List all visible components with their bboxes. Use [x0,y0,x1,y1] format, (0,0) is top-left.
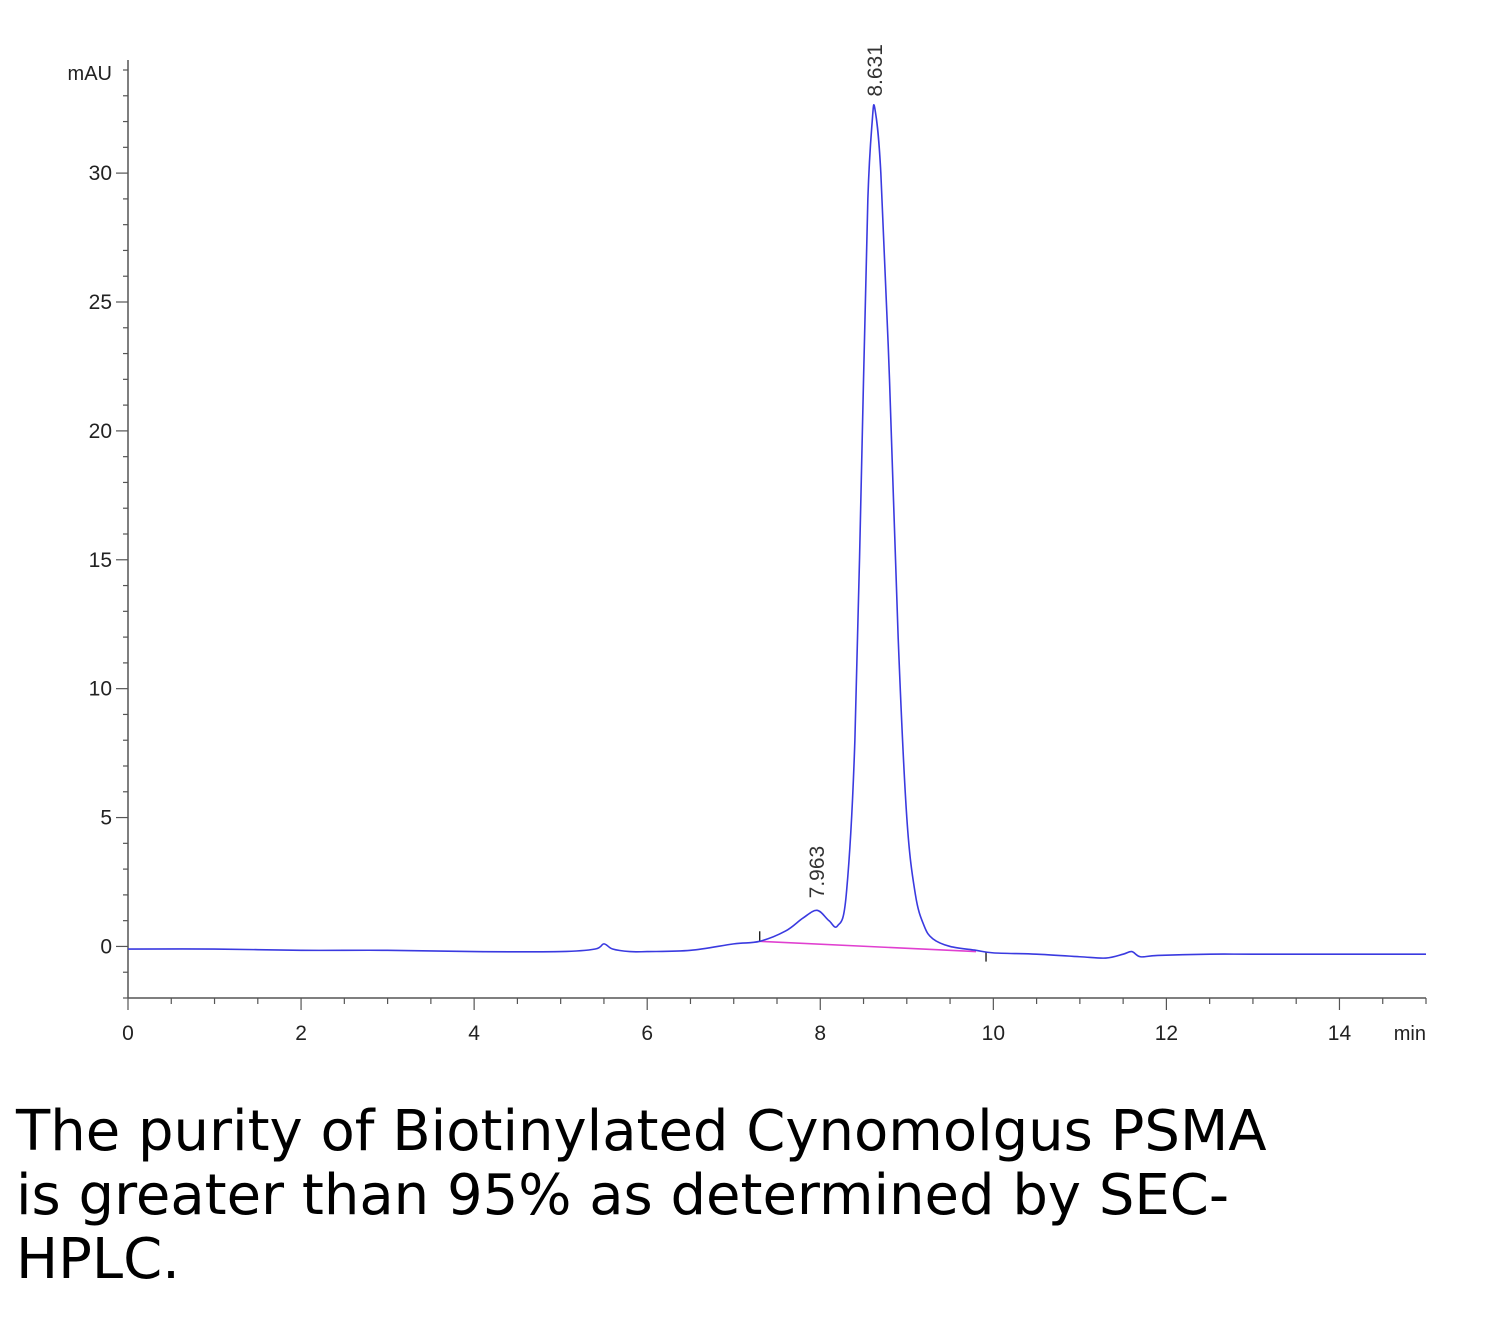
chromatogram-chart: 0 5 10 15 20 25 30 mAU 0 2 4 6 8 10 12 14 min 7.963 8.631 [68,44,1427,1045]
peak-retention-label: 8.631 [864,44,887,97]
baseline-line [759,940,977,953]
x-tick-label: 6 [641,1022,653,1045]
integration-baseline [758,931,987,962]
figure-caption: The purity of Biotinylated Cynomolgus PS… [16,1099,1267,1292]
x-tick-label: 2 [295,1022,307,1045]
x-tick-label: 10 [982,1022,1005,1045]
x-tick-label: 4 [468,1022,480,1045]
peak-annotations: 7.963 8.631 [806,44,887,898]
ticks: 0 5 10 15 20 25 30 mAU 0 2 4 6 8 10 12 14 min [68,63,1427,1045]
y-tick-label: 25 [89,291,112,314]
y-axis-label: mAU [68,63,112,85]
signal-series [127,104,1426,959]
x-tick-label: 12 [1155,1022,1178,1045]
y-tick-label: 10 [89,678,112,701]
axes [127,60,1426,999]
y-tick-label: 15 [89,549,112,572]
y-tick-label: 30 [89,162,112,185]
x-axis-label: min [1394,1023,1426,1045]
x-tick-label: 0 [122,1022,134,1045]
y-tick-label: 0 [100,935,112,958]
signal-line [127,104,1426,959]
x-tick-label: 8 [814,1022,826,1045]
y-tick-label: 20 [89,420,112,443]
y-tick-label: 5 [100,807,112,830]
x-tick-label: 14 [1328,1022,1352,1045]
peak-retention-label: 7.963 [806,846,829,899]
